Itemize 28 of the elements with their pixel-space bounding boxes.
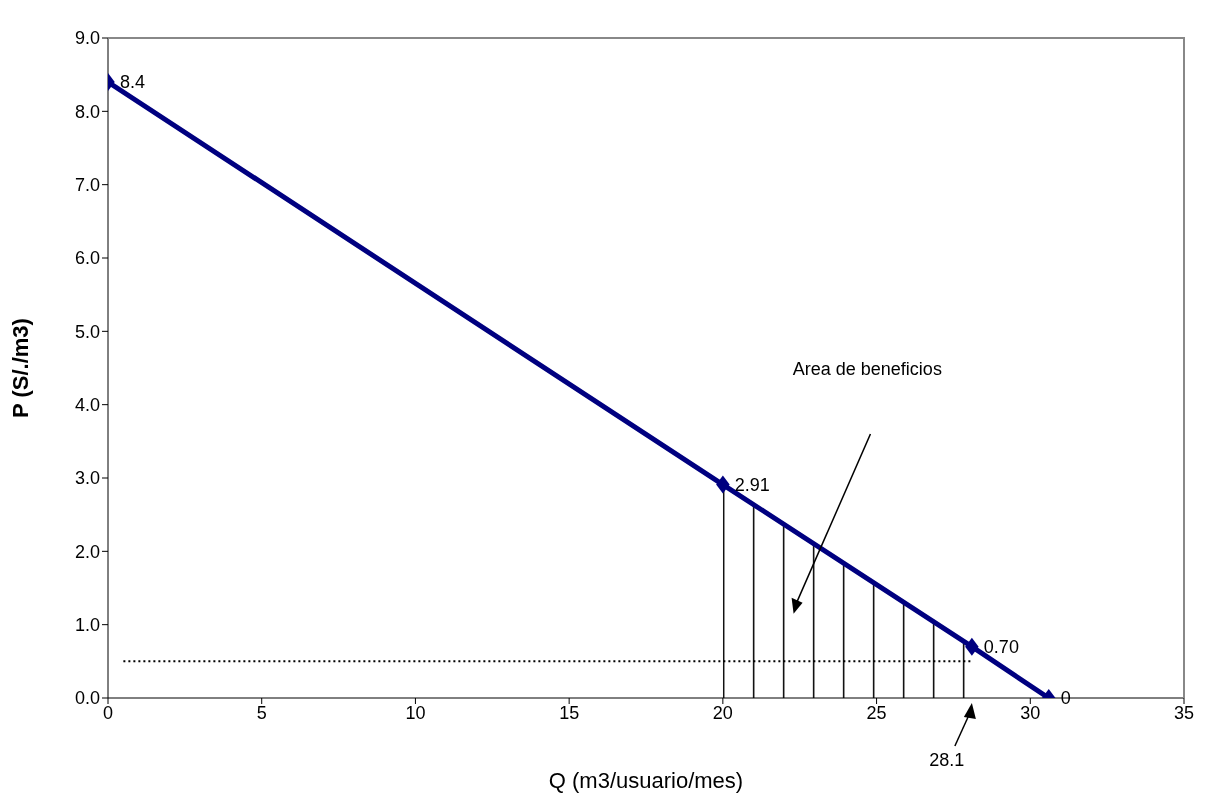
x-tick-label: 25: [866, 702, 887, 723]
data-label: 2.91: [734, 474, 770, 495]
y-tick-label: 4.0: [74, 395, 100, 416]
y-tick-label: 7.0: [74, 175, 100, 196]
y-tick-label: 3.0: [74, 468, 100, 489]
x-tick-label: 20: [712, 702, 733, 723]
x-tick-label: 15: [559, 702, 580, 723]
y-axis-title: P (S/./m3): [7, 318, 33, 418]
y-tick-label: 5.0: [74, 321, 100, 342]
data-label: 0: [1060, 688, 1071, 708]
y-tick-label: 1.0: [74, 615, 100, 636]
x-tick-label: 5: [256, 702, 267, 723]
y-tick-label: 2.0: [74, 541, 100, 562]
x-axis-title: Q (m3/usuario/mes): [548, 768, 744, 793]
annotation: Area de beneficios: [792, 359, 942, 380]
y-tick-label: 6.0: [74, 248, 100, 269]
y-tick-label: 8.0: [74, 101, 100, 122]
point: [965, 637, 979, 656]
annotation: 28.1: [929, 750, 965, 770]
point: [716, 475, 730, 494]
data-label: 0.70: [983, 636, 1019, 657]
x-tick-label: 30: [1020, 702, 1041, 723]
x-tick-label: 0: [102, 702, 114, 723]
x-tick-label: 10: [405, 702, 426, 723]
y-tick-label: 9.0: [74, 28, 100, 49]
y-tick-label: 0.0: [74, 688, 100, 709]
data-label: 8.4: [120, 72, 146, 92]
x-tick-label: 35: [1173, 702, 1195, 723]
